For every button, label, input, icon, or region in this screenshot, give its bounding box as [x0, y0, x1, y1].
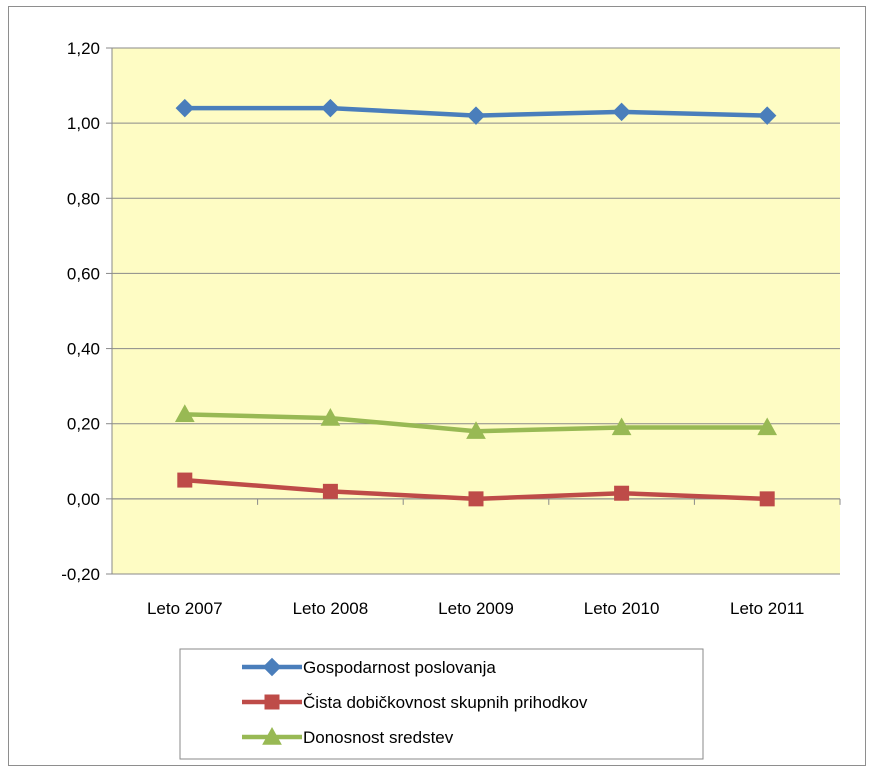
- x-tick-label: Leto 2008: [293, 599, 369, 618]
- legend-label: Gospodarnost poslovanja: [303, 658, 496, 677]
- data-point-triangle: [757, 417, 778, 436]
- data-point-square: [468, 491, 484, 507]
- series-1: [175, 98, 777, 125]
- legend: Gospodarnost poslovanja Čista dobičkovnos…: [179, 648, 704, 760]
- y-tick-label: 0,20: [67, 415, 100, 434]
- legend-marker: [262, 657, 282, 677]
- x-tick-label: Leto 2007: [147, 599, 223, 618]
- data-point-square: [322, 483, 338, 499]
- data-point-triangle: [611, 417, 632, 436]
- legend-entry: Donosnost sredstev: [242, 726, 454, 747]
- line-chart: -0,20 0,00 0,20 0,40 0,60 0,80 1,00 1,20 Leto 20…: [61, 39, 841, 760]
- plot-area: [112, 48, 840, 574]
- series-lines: [174, 98, 778, 507]
- data-point-diamond: [466, 106, 486, 125]
- y-tick-label: 1,00: [67, 114, 100, 133]
- y-tick-label: 0,60: [67, 264, 100, 283]
- legend-entry: Čista dobičkovnost skupnih prihodkov: [242, 693, 588, 712]
- axes: -0,20 0,00 0,20 0,40 0,60 0,80 1,00 1,20 Leto 20…: [61, 39, 841, 618]
- data-point-triangle: [466, 421, 486, 439]
- data-point-square: [759, 491, 775, 507]
- legend-marker: [264, 694, 280, 710]
- x-tick-label: Leto 2011: [730, 599, 804, 618]
- data-point-diamond: [612, 102, 631, 122]
- series-2: [177, 472, 775, 507]
- y-tick-label: -0,20: [61, 565, 100, 584]
- y-tick-label: 0,40: [67, 340, 100, 359]
- legend-label: Donosnost sredstev: [303, 728, 454, 747]
- legend-entry: Gospodarnost poslovanja: [242, 657, 496, 677]
- data-point-diamond: [321, 98, 340, 118]
- y-tick-label: 1,20: [67, 39, 100, 58]
- x-tick-label: Leto 2009: [438, 599, 514, 618]
- legend-label: Čista dobičkovnost skupnih prihodkov: [303, 693, 588, 712]
- data-point-diamond: [175, 98, 195, 118]
- data-point-triangle: [174, 404, 195, 423]
- data-point-square: [614, 485, 630, 501]
- series-3: [174, 404, 778, 439]
- x-tick-label: Leto 2010: [584, 599, 660, 618]
- data-point-diamond: [757, 106, 777, 125]
- y-tick-label: 0,80: [67, 189, 100, 208]
- data-point-triangle: [320, 408, 341, 426]
- chart-frame: -0,20 0,00 0,20 0,40 0,60 0,80 1,00 1,20 Leto 20…: [8, 6, 866, 766]
- data-point-square: [177, 472, 193, 488]
- y-tick-label: 0,00: [67, 490, 100, 509]
- legend-marker: [262, 726, 282, 745]
